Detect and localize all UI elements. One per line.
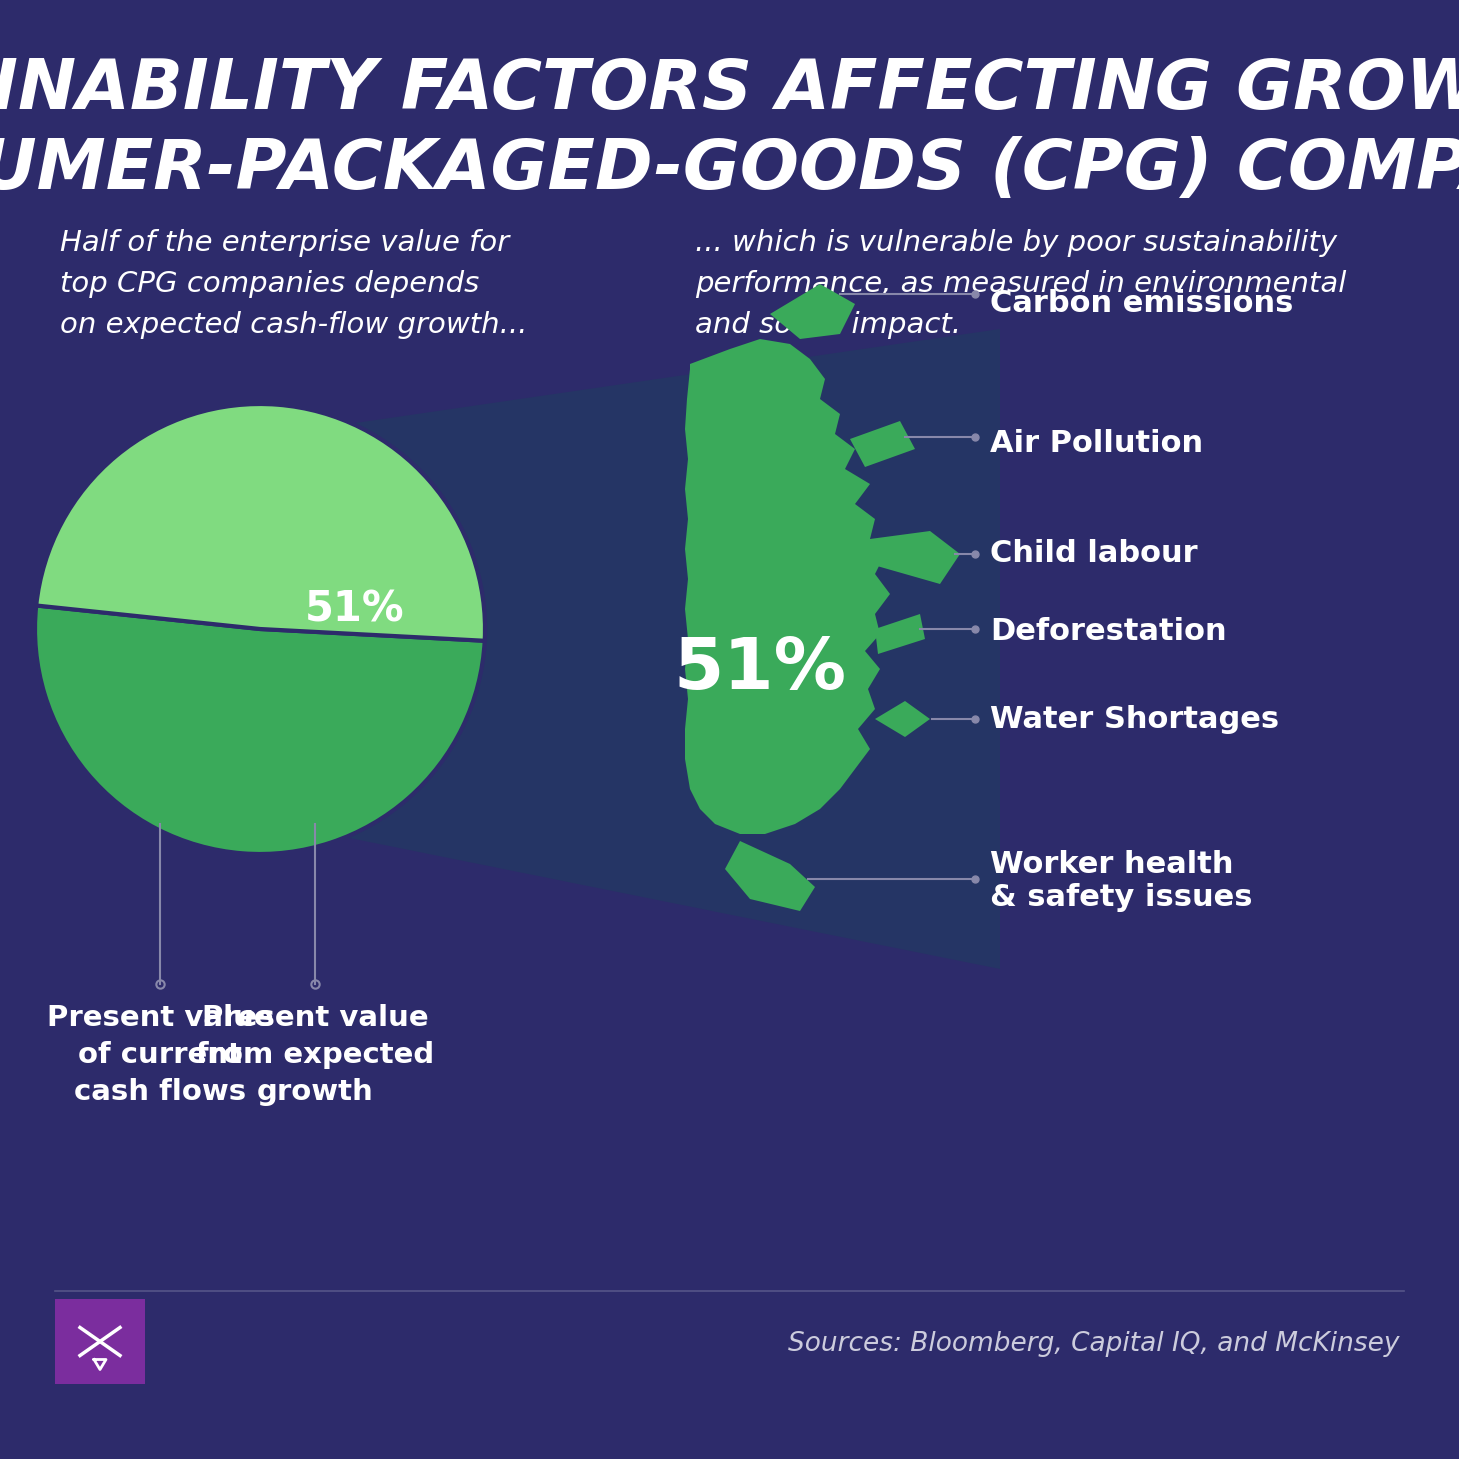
Text: Deforestation: Deforestation (991, 617, 1227, 645)
Text: Present value
from expected
growth: Present value from expected growth (196, 1004, 435, 1106)
Text: Water Shortages: Water Shortages (991, 705, 1280, 734)
Polygon shape (870, 531, 960, 584)
Polygon shape (770, 285, 855, 338)
Text: Half of the enterprise value for
top CPG companies depends
on expected cash-flow: Half of the enterprise value for top CPG… (60, 229, 527, 340)
Wedge shape (35, 605, 484, 854)
FancyBboxPatch shape (55, 1299, 144, 1385)
Text: 51%: 51% (674, 635, 846, 703)
Polygon shape (280, 328, 999, 969)
Polygon shape (725, 840, 816, 910)
Text: Present value
of current
cash flows: Present value of current cash flows (47, 1004, 273, 1106)
Text: Air Pollution: Air Pollution (991, 429, 1204, 458)
Text: Child labour: Child labour (991, 540, 1198, 569)
Wedge shape (36, 404, 484, 641)
Text: SUSTAINABILITY FACTORS AFFECTING GROWTH OF: SUSTAINABILITY FACTORS AFFECTING GROWTH … (0, 55, 1459, 123)
Text: ... which is vulnerable by poor sustainability
performance, as measured in envir: ... which is vulnerable by poor sustaina… (694, 229, 1347, 340)
Text: Carbon emissions: Carbon emissions (991, 289, 1293, 318)
Polygon shape (875, 700, 929, 737)
Polygon shape (875, 614, 925, 654)
Polygon shape (851, 422, 915, 467)
Text: Sources: Bloomberg, Capital IQ, and McKinsey: Sources: Bloomberg, Capital IQ, and McKi… (788, 1331, 1401, 1357)
Text: 51%: 51% (305, 588, 404, 630)
Text: Worker health
& safety issues: Worker health & safety issues (991, 849, 1252, 912)
Polygon shape (684, 338, 890, 835)
Text: CONSUMER-PACKAGED-GOODS (CPG) COMPANIES: CONSUMER-PACKAGED-GOODS (CPG) COMPANIES (0, 136, 1459, 203)
